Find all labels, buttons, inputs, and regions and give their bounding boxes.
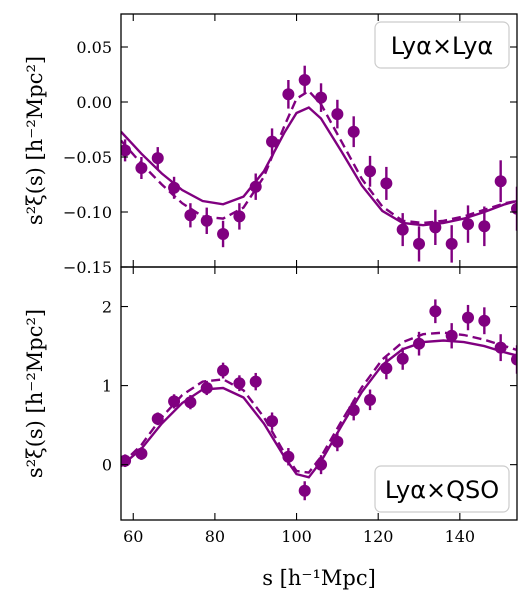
data-point bbox=[168, 181, 181, 194]
dashed-model-line bbox=[121, 89, 517, 225]
data-point bbox=[511, 353, 517, 366]
panel-top: −0.15 −0.10 −0.05 0.00 0.05 s²ξ(s) [h⁻²Mpc²] L… bbox=[23, 13, 518, 277]
solid-model-line bbox=[121, 106, 517, 227]
legend-box bbox=[374, 465, 510, 513]
data-point bbox=[315, 91, 328, 104]
data-point bbox=[396, 352, 409, 365]
data-point bbox=[168, 395, 181, 408]
data-point bbox=[217, 228, 230, 240]
data-point bbox=[200, 214, 213, 227]
data-point bbox=[184, 396, 197, 409]
y-tick-label: −0.10 bbox=[63, 203, 112, 222]
y-axis-label: s²ξ(s) [h⁻²Mpc²] bbox=[23, 309, 47, 478]
data-point bbox=[282, 88, 295, 101]
data-point bbox=[135, 162, 148, 174]
x-tick-label: 60 bbox=[123, 527, 143, 546]
data-point bbox=[217, 364, 230, 377]
data-point bbox=[298, 484, 311, 497]
data-point bbox=[282, 450, 295, 463]
data-point bbox=[315, 458, 328, 471]
data-point bbox=[298, 74, 311, 86]
y-tick-label: −0.05 bbox=[63, 148, 112, 167]
data-point bbox=[184, 209, 197, 222]
x-tick-label: 120 bbox=[363, 527, 394, 546]
data-point bbox=[331, 435, 344, 448]
data-point bbox=[121, 454, 132, 467]
panel-bottom: 60 80 100 120 140 0 1 2 s²ξ(s) [h⁻²Mpc²] Lyα×QSO s… bbox=[23, 266, 518, 590]
data-point bbox=[445, 237, 458, 250]
data-point bbox=[462, 218, 475, 231]
data-point bbox=[364, 165, 377, 178]
data-point bbox=[347, 125, 360, 138]
data-point bbox=[494, 175, 507, 188]
y-tick-label: 0.05 bbox=[76, 38, 112, 57]
data-point bbox=[266, 135, 279, 148]
data-point bbox=[396, 223, 409, 236]
data-point bbox=[200, 381, 213, 394]
x-tick-label: 100 bbox=[281, 527, 312, 546]
data-point bbox=[478, 220, 491, 233]
x-axis-label: s [h⁻¹Mpc] bbox=[262, 566, 376, 590]
data-point bbox=[413, 337, 426, 350]
solid-model-line bbox=[121, 339, 517, 479]
data-point bbox=[478, 314, 491, 327]
data-point bbox=[429, 305, 442, 318]
axes-frame bbox=[120, 266, 518, 521]
data-point bbox=[121, 144, 132, 157]
data-point bbox=[462, 311, 475, 324]
y-tick-label: 1 bbox=[102, 377, 112, 396]
legend-label: Lyα×QSO bbox=[385, 476, 499, 504]
y-axis-label: s²ξ(s) [h⁻²Mpc²] bbox=[23, 56, 47, 225]
y-tick-label: 2 bbox=[102, 298, 112, 317]
data-point bbox=[233, 377, 246, 390]
data-point bbox=[135, 447, 148, 460]
data-point bbox=[347, 404, 360, 417]
data-point bbox=[331, 108, 344, 121]
data-point bbox=[249, 375, 262, 388]
data-point bbox=[151, 412, 164, 425]
data-point bbox=[380, 362, 393, 375]
y-tick-label: 0 bbox=[102, 456, 112, 475]
x-tick-label: 80 bbox=[205, 527, 225, 546]
data-point bbox=[413, 237, 426, 250]
y-tick-label: −0.15 bbox=[63, 258, 112, 277]
data-point bbox=[429, 221, 442, 234]
data-point bbox=[249, 180, 262, 193]
legend-label: Lyα×Lyα bbox=[391, 32, 494, 60]
data-point bbox=[380, 177, 393, 190]
data-point bbox=[266, 415, 279, 428]
data-point bbox=[151, 152, 164, 165]
data-point bbox=[364, 393, 377, 406]
dashed-model-line bbox=[121, 331, 517, 474]
x-tick-label: 140 bbox=[445, 527, 476, 546]
legend-box bbox=[374, 21, 510, 69]
y-tick-label: 0.00 bbox=[76, 93, 112, 112]
data-point bbox=[494, 341, 507, 354]
data-point bbox=[233, 210, 246, 223]
data-point bbox=[445, 329, 458, 342]
